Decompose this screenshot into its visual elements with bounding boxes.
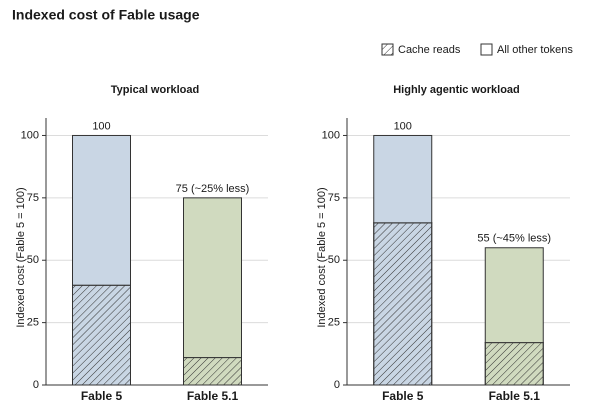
x-tick-label: Fable 5 [382,389,424,403]
y-tick-label: 0 [334,379,340,391]
bar-segment [72,134,131,286]
total-label: 100 [92,120,110,132]
y-tick-label: 50 [27,254,39,266]
legend-label: Cache reads [398,44,461,56]
hatch [373,222,433,386]
y-axis-label: Indexed cost (Fable 5 = 100) [316,187,328,327]
hatch [72,284,131,386]
x-tick-label: Fable 5.1 [489,389,541,403]
y-tick-label: 0 [33,379,39,391]
title: Indexed cost of Fable usage [12,7,200,23]
subplot-title: Typical workload [111,84,199,96]
bar-segment [183,197,242,359]
hatch [183,357,242,386]
subplot-title: Highly agentic workload [393,84,520,96]
y-axis-label: Indexed cost (Fable 5 = 100) [15,187,27,327]
x-tick-label: Fable 5 [81,389,123,403]
y-tick-label: 25 [27,317,39,329]
bar-segment [373,134,433,224]
legend-swatch [480,43,493,56]
bar-segment [484,247,544,344]
total-label: 100 [394,120,412,132]
total-label: 55 (~45% less) [477,233,551,245]
x-tick-label: Fable 5.1 [187,389,239,403]
y-tick-label: 100 [322,129,340,141]
total-label: 75 (~25% less) [176,183,250,195]
y-tick-label: 100 [21,129,39,141]
y-tick-label: 75 [328,192,340,204]
hatch [484,342,544,386]
legend-swatch-hatch [381,43,394,56]
legend-label: All other tokens [497,44,573,56]
y-tick-label: 75 [27,192,39,204]
y-tick-label: 50 [328,254,340,266]
y-tick-label: 25 [328,317,340,329]
